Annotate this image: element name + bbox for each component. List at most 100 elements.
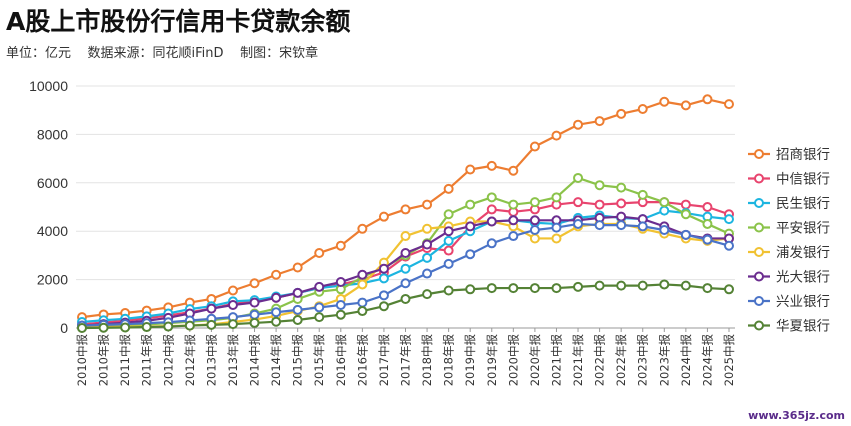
data-point <box>573 119 584 130</box>
x-tick-label: 2011年报 <box>140 334 154 387</box>
data-point <box>616 220 627 231</box>
data-point <box>637 103 648 114</box>
data-point <box>314 247 325 258</box>
x-tick-label: 2023年报 <box>657 334 671 387</box>
x-tick-label: 2017年报 <box>399 334 413 387</box>
data-point <box>314 281 325 292</box>
data-point <box>357 269 368 280</box>
x-tick-label: 2016年报 <box>355 334 369 387</box>
data-point <box>724 99 734 110</box>
data-point <box>400 278 411 289</box>
data-point <box>314 302 325 313</box>
x-tick-label: 2017中报 <box>377 334 391 387</box>
data-point <box>335 309 346 320</box>
legend-label: 华夏银行 <box>776 319 830 335</box>
legend-swatch-marker <box>754 320 764 331</box>
data-point <box>680 280 691 291</box>
data-point <box>271 307 282 318</box>
data-point <box>637 221 648 232</box>
x-tick-label: 2018中报 <box>420 334 434 387</box>
data-point <box>594 180 605 191</box>
data-point <box>529 283 540 294</box>
legend-item: 光大银行 <box>748 270 830 286</box>
series-3 <box>77 205 734 327</box>
data-point <box>637 280 648 291</box>
chart-title: A股上市股份行信用卡贷款余额 <box>6 7 351 36</box>
data-point <box>443 209 454 220</box>
legend-item: 招商银行 <box>748 147 830 163</box>
data-point <box>616 211 627 222</box>
data-point <box>314 312 325 323</box>
x-tick-label: 2021年报 <box>571 334 585 387</box>
data-point <box>680 229 691 240</box>
legend-swatch-marker <box>754 247 764 257</box>
data-point <box>443 226 454 237</box>
data-point <box>702 283 713 294</box>
data-point <box>551 192 562 203</box>
data-point <box>292 262 303 273</box>
y-tick-label: 4000 <box>37 223 68 239</box>
data-point <box>465 284 476 295</box>
data-point <box>529 224 540 235</box>
data-point <box>616 280 627 291</box>
data-point <box>443 258 454 269</box>
x-tick-label: 2015中报 <box>291 334 305 387</box>
data-point <box>292 287 303 298</box>
data-point <box>594 199 605 210</box>
legend-label: 兴业银行 <box>776 294 830 310</box>
data-point <box>551 222 562 233</box>
y-tick-label: 2000 <box>37 272 68 288</box>
data-point <box>573 197 584 208</box>
data-point <box>486 283 497 294</box>
legend-swatch-marker <box>754 271 764 282</box>
data-point <box>400 263 411 274</box>
legend-swatch-marker <box>754 222 764 233</box>
legend-swatch-marker <box>754 198 764 208</box>
data-point <box>680 199 691 210</box>
data-point <box>573 281 584 292</box>
x-tick-label: 2024中报 <box>679 334 693 387</box>
data-point <box>443 285 454 296</box>
data-point <box>249 309 260 320</box>
data-point <box>206 303 217 314</box>
data-point <box>206 319 217 330</box>
data-point <box>659 96 670 107</box>
x-tick-label: 2010年报 <box>97 334 111 387</box>
data-point <box>616 198 627 209</box>
data-point <box>335 240 346 251</box>
data-point <box>724 240 734 251</box>
data-point <box>616 182 627 193</box>
legend-swatch-marker <box>754 173 764 184</box>
data-point <box>486 238 497 249</box>
data-point <box>378 211 389 222</box>
data-point <box>378 301 389 312</box>
data-point <box>378 263 389 274</box>
x-tick-label: 2014年报 <box>269 334 283 387</box>
x-tick-label: 2015年报 <box>312 334 326 387</box>
x-tick-label: 2011中报 <box>118 334 132 387</box>
data-point <box>702 94 713 105</box>
data-point <box>271 292 282 303</box>
data-point <box>422 223 433 234</box>
data-point <box>616 108 627 119</box>
data-point <box>702 218 713 229</box>
data-point <box>227 319 238 330</box>
data-point <box>659 224 670 235</box>
data-point <box>508 165 519 176</box>
data-point <box>465 221 476 232</box>
legend-item: 兴业银行 <box>748 294 830 310</box>
legend-label: 民生银行 <box>776 196 830 212</box>
data-point <box>400 247 411 258</box>
watermark: www.365jz.com <box>748 409 845 422</box>
data-point <box>249 278 260 289</box>
data-point <box>659 205 670 216</box>
data-point <box>422 289 433 300</box>
data-point <box>422 239 433 250</box>
data-point <box>680 100 691 111</box>
data-point <box>702 234 713 245</box>
chart-subtitle: 单位：亿元 数据来源：同花顺iFinD 制图：宋钦章 <box>6 46 319 61</box>
legend-label: 光大银行 <box>776 270 830 286</box>
x-tick-label: 2022年报 <box>614 334 628 387</box>
data-point <box>465 199 476 210</box>
